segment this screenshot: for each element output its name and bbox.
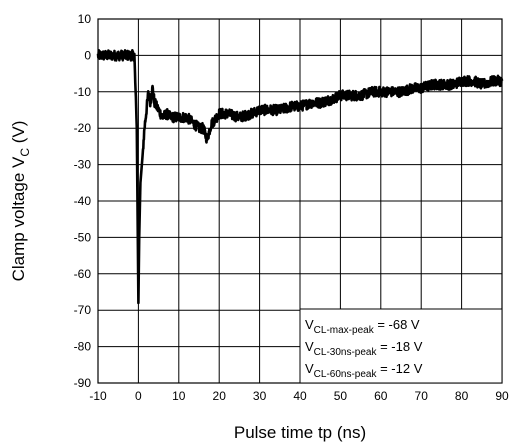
x-tick-label: 20 (213, 389, 227, 403)
y-tick-label: 0 (84, 48, 91, 62)
x-tick-label: 40 (293, 389, 307, 403)
x-tick-label: 0 (135, 389, 142, 403)
y-tick-labels: 10 0 -10 -20 -30 -40 -50 -60 -70 -80 -90 (74, 12, 92, 390)
x-axis-title: Pulse time tp (ns) (234, 423, 366, 442)
x-tick-label: -10 (89, 389, 107, 403)
x-tick-label: 50 (334, 389, 348, 403)
y-axis-title: Clamp voltage VC (V) (9, 121, 32, 282)
y-tick-label: -90 (74, 376, 92, 390)
y-tick-label: -40 (74, 194, 92, 208)
y-tick-label: -50 (74, 230, 92, 244)
annotation-box: VCL-max-peak = -68 V VCL-30ns-peak = -18 … (299, 308, 503, 384)
y-tick-label: -30 (74, 158, 92, 172)
x-tick-label: 80 (455, 389, 469, 403)
y-axis-title-main: Clamp voltage V (9, 156, 28, 281)
series-line-0 (96, 49, 504, 305)
y-axis-title-unit: (V) (9, 121, 28, 148)
y-tick-label: -70 (74, 303, 92, 317)
x-tick-label: 60 (374, 389, 388, 403)
y-tick-label: -80 (74, 340, 92, 354)
annotation-line: VCL-60ns-peak = -12 V (305, 361, 423, 380)
y-axis-title-subscript: C (18, 148, 32, 157)
x-tick-label: 90 (495, 389, 509, 403)
x-tick-label: 70 (415, 389, 429, 403)
series-layer (96, 49, 504, 305)
x-tick-labels: -10 0 10 20 30 40 50 60 70 80 90 (89, 389, 509, 403)
y-tick-label: -60 (74, 267, 92, 281)
x-tick-label: 10 (172, 389, 186, 403)
annotation-line: VCL-30ns-peak = -18 V (305, 339, 423, 358)
annotation-box-bg (299, 308, 503, 384)
y-tick-label: -20 (74, 121, 92, 135)
x-tick-label: 30 (253, 389, 267, 403)
y-tick-label: 10 (78, 12, 92, 26)
y-tick-label: -10 (74, 85, 92, 99)
annotation-line: VCL-max-peak = -68 V (305, 317, 420, 336)
